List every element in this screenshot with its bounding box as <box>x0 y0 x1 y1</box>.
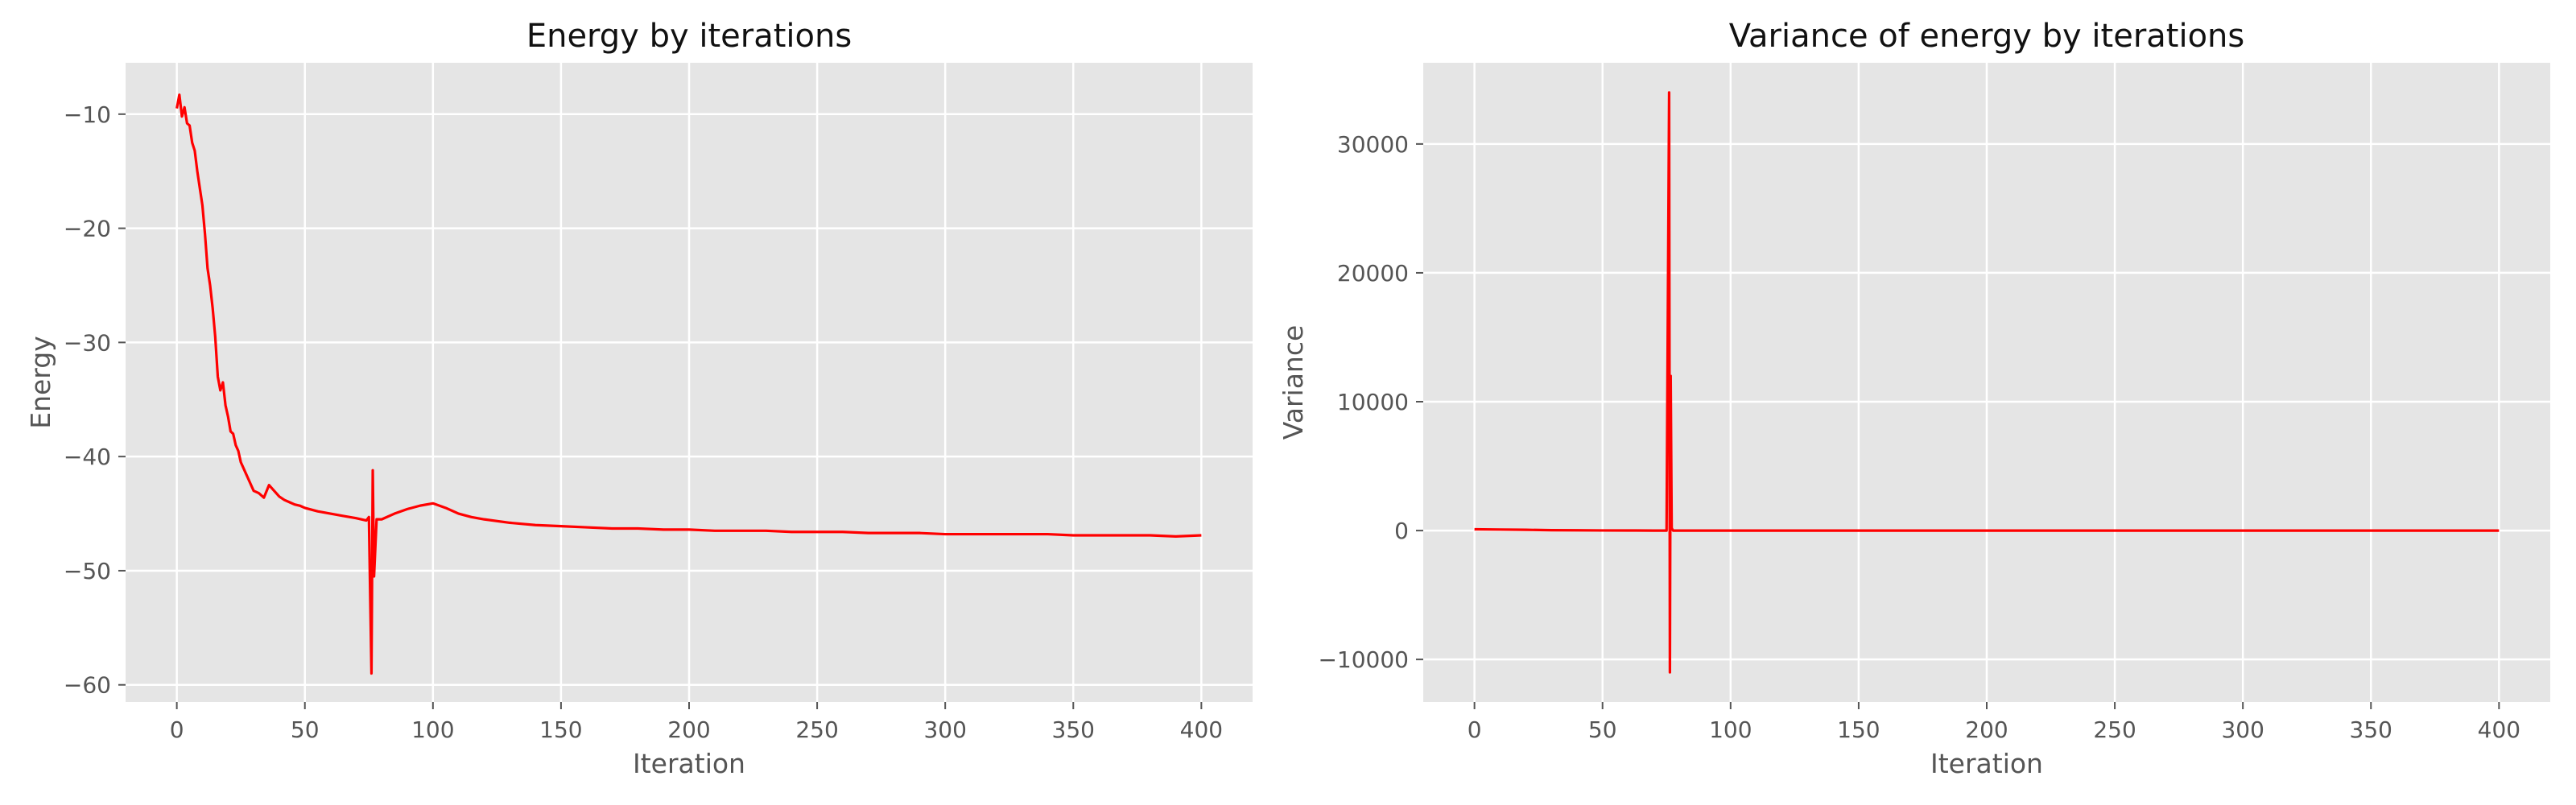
energy-x-tick-label: 50 <box>291 716 320 743</box>
energy-x-axis-label: Iteration <box>633 748 745 779</box>
energy-series-line <box>175 93 1202 675</box>
energy-x-tick-label: 150 <box>539 716 582 743</box>
variance-x-tick-label: 350 <box>2350 716 2392 743</box>
variance-y-tick-label: −10000 <box>1318 646 1409 673</box>
variance-x-tick-label: 150 <box>1837 716 1880 743</box>
variance-x-tick-label: 100 <box>1709 716 1752 743</box>
energy-ticks: 0 50 100 150 200 250 300 350 400 −60 −50 −40 −30 −20 −… <box>64 101 1223 743</box>
energy-x-tick-label: 200 <box>667 716 710 743</box>
energy-y-axis-label: Energy <box>25 336 56 429</box>
variance-x-tick-label: 250 <box>2093 716 2136 743</box>
variance-x-tick-label: 0 <box>1468 716 1482 743</box>
energy-y-tick-label: −20 <box>64 216 111 242</box>
energy-x-tick-label: 100 <box>411 716 454 743</box>
variance-chart-title: Variance of energy by iterations <box>1729 18 2244 55</box>
variance-chart: 0 50 100 150 200 250 300 350 400 −10000 0 10000 2000… <box>1278 18 2550 779</box>
variance-y-tick-label: 20000 <box>1337 260 1409 287</box>
variance-x-tick-label: 200 <box>1965 716 2008 743</box>
energy-x-tick-label: 250 <box>795 716 838 743</box>
variance-series-line <box>1474 91 2500 674</box>
energy-chart: 0 50 100 150 200 250 300 350 400 −60 −50 −40 −30 −20 −… <box>25 18 1253 779</box>
variance-grid <box>1423 63 2550 702</box>
energy-x-tick-label: 400 <box>1180 716 1223 743</box>
energy-series <box>175 93 1202 675</box>
energy-grid <box>126 63 1253 702</box>
energy-x-tick-label: 300 <box>923 716 966 743</box>
energy-x-tick-label: 350 <box>1052 716 1095 743</box>
energy-y-tick-label: −40 <box>64 444 111 470</box>
variance-x-tick-label: 400 <box>2478 716 2520 743</box>
variance-y-tick-label: 10000 <box>1337 389 1409 415</box>
variance-y-tick-label: 30000 <box>1337 131 1409 158</box>
variance-y-axis-label: Variance <box>1278 325 1309 440</box>
variance-y-tick-label: 0 <box>1394 518 1409 544</box>
energy-y-tick-label: −60 <box>64 672 111 699</box>
variance-x-tick-label: 50 <box>1588 716 1617 743</box>
variance-x-axis-label: Iteration <box>1930 748 2043 779</box>
variance-series <box>1474 91 2500 674</box>
energy-x-tick-label: 0 <box>170 716 184 743</box>
energy-chart-title: Energy by iterations <box>526 18 852 55</box>
variance-ticks: 0 50 100 150 200 250 300 350 400 −10000 0 10000 2000… <box>1318 131 2520 743</box>
energy-y-tick-label: −10 <box>64 101 111 128</box>
energy-y-tick-label: −50 <box>64 558 111 584</box>
energy-y-tick-label: −30 <box>64 329 111 356</box>
variance-x-tick-label: 300 <box>2221 716 2264 743</box>
